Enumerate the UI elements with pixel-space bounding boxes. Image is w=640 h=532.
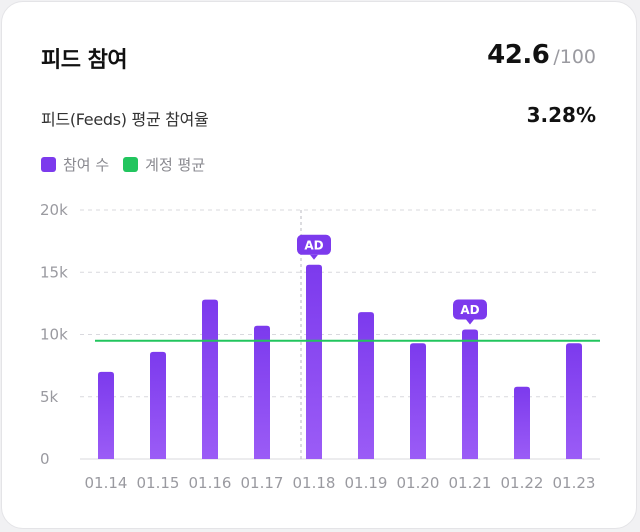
x-tick-label: 01.18 (293, 474, 336, 492)
engagement-score: 42.6/100 (487, 40, 596, 70)
x-tick-label: 01.23 (553, 474, 596, 492)
bar-01.21 (462, 329, 478, 459)
x-tick-label: 01.17 (241, 474, 284, 492)
x-tick-label: 01.14 (85, 474, 128, 492)
legend-label-engagement: 참여 수 (63, 156, 110, 174)
x-tick-label: 01.19 (345, 474, 388, 492)
x-tick-label: 01.22 (501, 474, 544, 492)
y-tick-label: 20k (40, 201, 68, 219)
x-tick-label: 01.16 (189, 474, 232, 492)
ad-badge-pointer (466, 319, 474, 325)
ad-badge-pointer (310, 254, 318, 260)
card-title: 피드 참여 (41, 48, 128, 73)
average-rate-label: 피드(Feeds) 평균 참여율 (41, 110, 209, 129)
y-tick-label: 15k (40, 263, 68, 281)
y-tick-label: 10k (40, 326, 68, 344)
y-tick-label: 0 (40, 450, 50, 468)
average-rate-value: 3.28% (526, 103, 596, 127)
score-value: 42.6 (487, 40, 550, 70)
bar-01.18 (306, 264, 322, 459)
bar-01.14 (98, 371, 114, 459)
chart-legend: 참여 수 계정 평균 (41, 154, 219, 175)
bar-01.17 (254, 325, 270, 459)
bar-01.16 (202, 299, 218, 459)
legend-item-engagement[interactable]: 참여 수 (41, 154, 109, 175)
x-tick-label: 01.20 (397, 474, 440, 492)
bar-01.19 (358, 312, 374, 459)
legend-swatch-account-average (123, 157, 139, 172)
ad-badge-label: AD (304, 238, 323, 252)
x-tick-label: 01.15 (137, 474, 180, 492)
x-tick-label: 01.21 (449, 474, 492, 492)
bar-01.15 (150, 351, 166, 459)
legend-label-account-average: 계정 평균 (145, 156, 206, 174)
ad-badge-label: AD (460, 303, 479, 317)
bar-01.20 (410, 343, 426, 459)
score-max: /100 (553, 46, 596, 68)
ad-badge (297, 234, 331, 255)
y-tick-label: 5k (40, 388, 59, 406)
bar-01.22 (514, 386, 530, 459)
legend-swatch-engagement (41, 157, 56, 172)
bar-01.23 (566, 343, 582, 459)
legend-item-account-average[interactable]: 계정 평균 (123, 154, 205, 175)
ad-badge (453, 299, 487, 320)
